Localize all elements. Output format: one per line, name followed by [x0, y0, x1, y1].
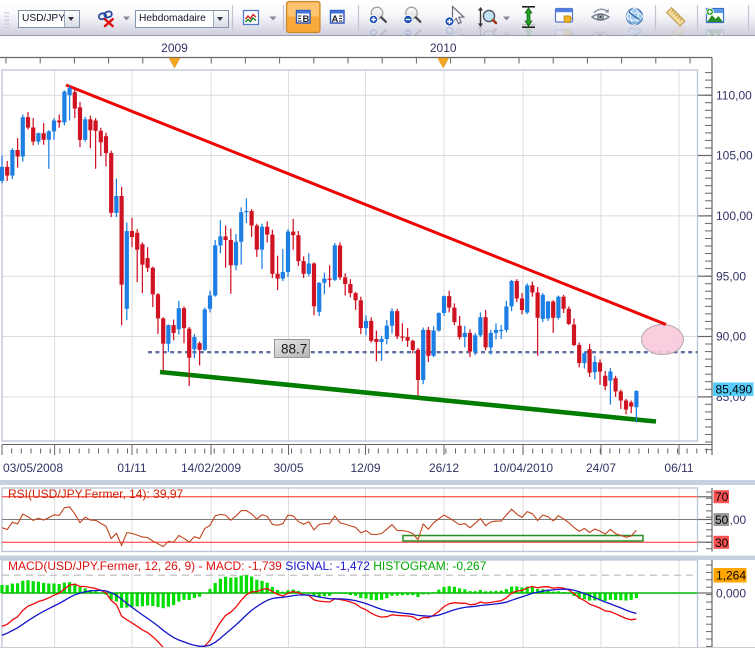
svg-text:12/09: 12/09 [350, 461, 380, 475]
svg-text:RSI(USD/JPY.Fermer, 14): 39,97: RSI(USD/JPY.Fermer, 14): 39,97 [8, 487, 184, 501]
svg-text:90,00: 90,00 [716, 330, 746, 344]
svg-text:,00: ,00 [730, 513, 747, 527]
svg-text:95,00: 95,00 [716, 269, 746, 283]
svg-text:1,264: 1,264 [716, 569, 746, 583]
svg-text:14/02/2009: 14/02/2009 [181, 461, 241, 475]
svg-text:26/12: 26/12 [429, 461, 459, 475]
svg-text:85,490: 85,490 [716, 383, 753, 397]
svg-text:30: 30 [715, 536, 729, 550]
svg-text:88.7: 88.7 [281, 342, 307, 357]
svg-text:105,00: 105,00 [716, 149, 753, 163]
svg-text:06/11: 06/11 [664, 461, 693, 475]
svg-text:2009: 2009 [161, 41, 188, 55]
svg-text:100,00: 100,00 [716, 209, 753, 223]
svg-text:110,00: 110,00 [716, 88, 752, 102]
svg-text:0,000: 0,000 [716, 587, 746, 601]
svg-text:50: 50 [715, 513, 729, 527]
svg-text:10/04/2010: 10/04/2010 [493, 461, 553, 475]
svg-text:2010: 2010 [430, 41, 457, 55]
svg-text:01/11: 01/11 [117, 461, 146, 475]
svg-text:B: B [303, 14, 310, 25]
svg-text:30/05: 30/05 [273, 461, 303, 475]
svg-text:70: 70 [715, 490, 729, 504]
svg-text:A: A [332, 14, 339, 25]
svg-text:03/05/2008: 03/05/2008 [3, 461, 63, 475]
svg-text:24/07: 24/07 [586, 461, 616, 475]
svg-text:MACD(USD/JPY.Fermer, 12, 26, 9: MACD(USD/JPY.Fermer, 12, 26, 9) - MACD: … [8, 559, 487, 573]
